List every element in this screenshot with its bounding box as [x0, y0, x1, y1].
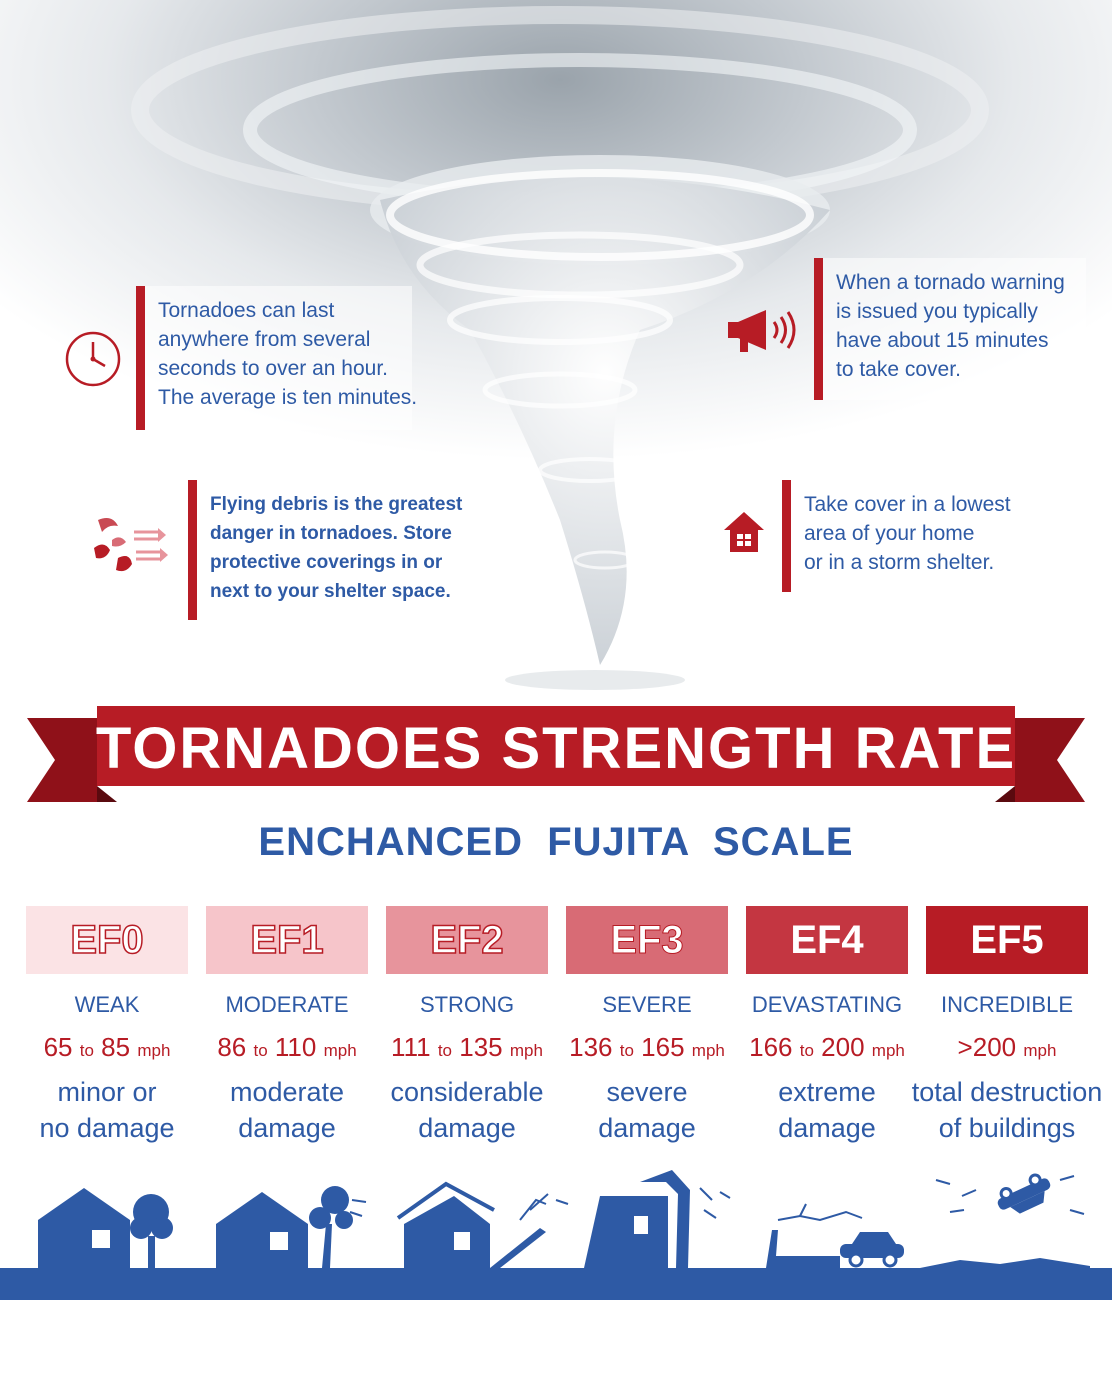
ef-badge: EF0 [26, 906, 188, 974]
ef-badge: EF3 [566, 906, 728, 974]
ef-badge: EF5 [926, 906, 1088, 974]
note-accent-bar [136, 286, 145, 430]
note-accent-bar [782, 480, 791, 592]
scene-ef3 [584, 1170, 731, 1268]
scene-ef5 [920, 1173, 1090, 1268]
house-icon [724, 512, 764, 552]
ef-badge: EF4 [746, 906, 908, 974]
damage-scenes [0, 1170, 1112, 1300]
note-cover: Take cover in a lowest area of your home… [782, 480, 1054, 592]
ef-damage: minor or no damage [39, 1077, 175, 1143]
ef-column-2: EF2 STRONG 111 to 135 mph considerable da… [386, 906, 548, 1146]
ef-column-1: EF1 MODERATE 86 to 110 mph moderate damag… [206, 906, 368, 1146]
ef-column-3: EF3 SEVERE 136 to 165 mph severe damage [566, 906, 728, 1146]
ef-column-4: EF4 DEVASTATING 166 to 200 mph extreme da… [746, 906, 908, 1146]
scene-ef2 [396, 1181, 569, 1268]
ef-damage: total destruction of buildings [911, 1077, 1103, 1143]
note-duration: Tornadoes can last anywhere from several… [136, 286, 417, 430]
ef-category: INCREDIBLE [940, 992, 1074, 1017]
megaphone-icon [728, 310, 796, 352]
ef-damage: considerable damage [390, 1077, 544, 1143]
ef-speed: 111 to 135 mph [391, 1032, 543, 1062]
ef-damage: extreme damage [778, 1077, 876, 1143]
note-warning-text: When a tornado warning is issued you typ… [836, 271, 1065, 381]
ef-category: STRONG [419, 992, 515, 1017]
title-ribbon [27, 706, 1085, 802]
note-accent-bar [814, 258, 823, 400]
note-duration-text: Tornadoes can last anywhere from several… [158, 299, 418, 409]
ef-category: DEVASTATING [751, 992, 903, 1017]
ef-speed: 86 to 110 mph [217, 1032, 357, 1062]
note-debris-text: Flying debris is the greatest danger in … [210, 494, 463, 602]
ef-speed: 136 to 165 mph [569, 1032, 725, 1062]
ef-speed: 65 to 85 mph [43, 1032, 171, 1062]
note-warning: When a tornado warning is issued you typ… [814, 258, 1086, 400]
ef-speed: >200 mph [957, 1032, 1057, 1062]
ef-column-0: EF0 WEAK 65 to 85 mph minor or no damage [26, 906, 188, 1146]
note-debris: Flying debris is the greatest danger in … [188, 480, 478, 620]
ef-damage: moderate damage [229, 1077, 345, 1143]
ef-category: MODERATE [225, 992, 349, 1017]
note-accent-bar [188, 480, 197, 620]
ef-speed: 166 to 200 mph [749, 1032, 905, 1062]
ef-category: WEAK [74, 992, 140, 1017]
ef-category: SEVERE [602, 992, 692, 1017]
tornado-illustration [370, 155, 830, 690]
scene-ef0 [38, 1188, 173, 1268]
ef-damage: severe damage [598, 1077, 696, 1143]
debris-icon [94, 518, 168, 572]
scale-subtitle: ENCHANCED FUJITA SCALE [258, 820, 854, 864]
clock-icon [65, 331, 121, 387]
ef-column-5: EF5 INCREDIBLE >200 mph total destructio… [912, 906, 1102, 1146]
scene-ef4 [766, 1203, 904, 1268]
scene-ef1 [216, 1186, 367, 1268]
page-title: TORNADOES STRENGTH RATE [95, 716, 1017, 781]
ef-badge: EF1 [206, 906, 368, 974]
bottom-margin [0, 1300, 1112, 1390]
ef-badge: EF2 [386, 906, 548, 974]
note-cover-text: Take cover in a lowest area of your home… [804, 493, 1011, 574]
